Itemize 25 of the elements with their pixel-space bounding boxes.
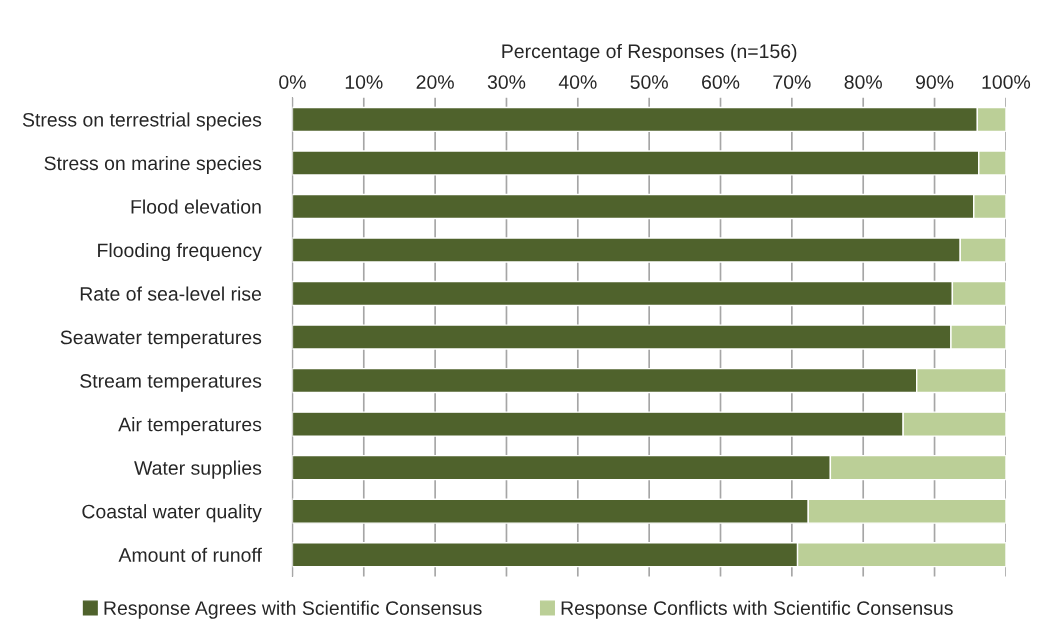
x-tick-label: 100% [982, 75, 1031, 89]
y-tick-label: Coastal water quality [82, 504, 262, 523]
y-tick-label: Stress on terrestrial species [22, 112, 262, 131]
legend-label: Response Conflicts with Scientific Consensus [561, 600, 953, 619]
y-tick-label: Air temperatures [118, 417, 262, 436]
y-tick-label: Amount of runoff [118, 547, 262, 562]
y-tick-label: Stress on marine species [44, 155, 262, 175]
y-tick-label: Seawater temperatures [60, 330, 262, 349]
x-tick-label: 60% [702, 75, 740, 89]
x-tick-label: 20% [416, 75, 454, 89]
x-tick-label: 70% [773, 75, 811, 89]
x-tick-label: 0% [279, 75, 306, 89]
x-axis-title: Percentage of Responses (n=156) [502, 43, 797, 63]
x-tick-label: 10% [345, 75, 383, 89]
x-tick-label: 30% [487, 75, 526, 89]
x-tick-label: 50% [630, 75, 668, 89]
y-tick-label: Rate of sea-level rise [80, 286, 262, 301]
x-tick-label: 40% [558, 75, 597, 89]
x-tick-label: 90% [916, 75, 954, 89]
y-tick-label: Flooding frequency [98, 242, 262, 262]
y-tick-label: Water supplies [134, 460, 262, 479]
x-tick-label: 80% [844, 75, 882, 89]
y-tick-label: Stream temperatures [80, 374, 262, 392]
y-tick-label: Flood elevation [131, 199, 261, 214]
legend-label: Response Agrees with Scientific Consensus [104, 600, 482, 619]
